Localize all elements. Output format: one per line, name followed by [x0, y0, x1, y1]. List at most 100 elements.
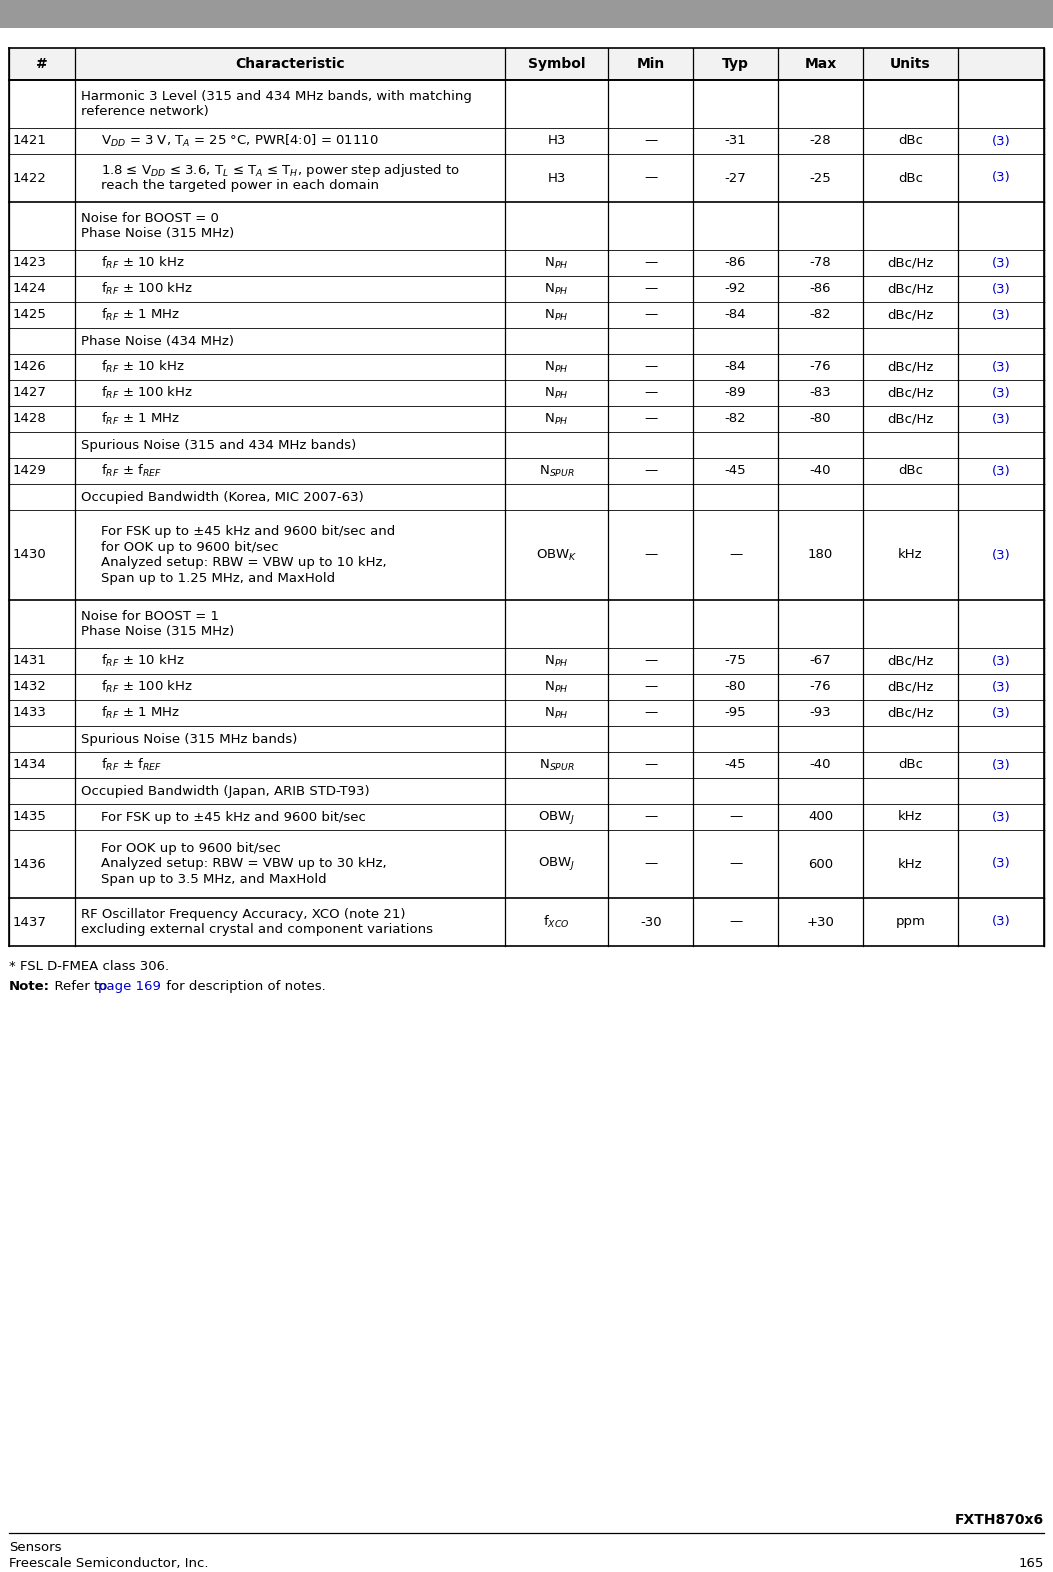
Text: (3): (3) [992, 464, 1011, 478]
Text: -67: -67 [810, 654, 831, 668]
Text: 1422: 1422 [13, 171, 47, 184]
Text: N$_{PH}$: N$_{PH}$ [544, 255, 569, 270]
Text: (3): (3) [992, 412, 1011, 426]
Text: -27: -27 [724, 171, 747, 184]
Text: (3): (3) [992, 811, 1011, 824]
Text: Spurious Noise (315 MHz bands): Spurious Noise (315 MHz bands) [81, 733, 298, 745]
Text: Characteristic: Characteristic [235, 57, 344, 71]
Text: f$_{RF}$ ± 1 MHz: f$_{RF}$ ± 1 MHz [101, 410, 180, 428]
Text: 1421: 1421 [13, 135, 47, 148]
Text: OBW$_J$: OBW$_J$ [538, 855, 575, 872]
Text: OBW$_J$: OBW$_J$ [538, 808, 575, 825]
Text: For FSK up to ±45 kHz and 9600 bit/sec and: For FSK up to ±45 kHz and 9600 bit/sec a… [101, 525, 396, 538]
Text: (3): (3) [992, 360, 1011, 374]
Text: (3): (3) [992, 549, 1011, 561]
Text: f$_{RF}$ ± 1 MHz: f$_{RF}$ ± 1 MHz [101, 307, 180, 324]
Text: dBc/Hz: dBc/Hz [888, 681, 934, 693]
Text: —: — [644, 759, 657, 772]
Text: 1426: 1426 [13, 360, 46, 374]
Text: OBW$_K$: OBW$_K$ [536, 547, 577, 563]
Text: Symbol: Symbol [528, 57, 585, 71]
Text: dBc/Hz: dBc/Hz [888, 387, 934, 399]
Text: -80: -80 [810, 412, 831, 426]
Text: kHz: kHz [898, 857, 922, 871]
Text: 165: 165 [1018, 1556, 1044, 1570]
Text: -76: -76 [810, 360, 831, 374]
Text: page 169: page 169 [98, 979, 161, 994]
Text: Max: Max [804, 57, 836, 71]
Text: -28: -28 [810, 135, 831, 148]
Text: (3): (3) [992, 135, 1011, 148]
Text: for OOK up to 9600 bit/sec: for OOK up to 9600 bit/sec [101, 541, 279, 553]
Text: H3: H3 [548, 171, 565, 184]
Text: -78: -78 [810, 256, 831, 269]
Text: +30: +30 [807, 915, 834, 929]
Text: Spurious Noise (315 and 434 MHz bands): Spurious Noise (315 and 434 MHz bands) [81, 439, 357, 451]
Text: -92: -92 [724, 283, 747, 296]
Text: 1425: 1425 [13, 308, 47, 322]
Text: kHz: kHz [898, 549, 922, 561]
Text: 1423: 1423 [13, 256, 47, 269]
Text: f$_{XCO}$: f$_{XCO}$ [543, 913, 570, 931]
Text: (3): (3) [992, 915, 1011, 929]
Text: —: — [644, 654, 657, 668]
Text: Note:: Note: [9, 979, 49, 994]
Text: 1430: 1430 [13, 549, 46, 561]
Text: Noise for BOOST = 0: Noise for BOOST = 0 [81, 212, 219, 225]
Text: 1435: 1435 [13, 811, 47, 824]
Text: Phase Noise (315 MHz): Phase Noise (315 MHz) [81, 228, 235, 241]
Text: dBc/Hz: dBc/Hz [888, 706, 934, 720]
Text: f$_{RF}$ ± f$_{REF}$: f$_{RF}$ ± f$_{REF}$ [101, 758, 162, 773]
Text: (3): (3) [992, 681, 1011, 693]
Text: (3): (3) [992, 857, 1011, 871]
Text: —: — [644, 464, 657, 478]
Text: Phase Noise (434 MHz): Phase Noise (434 MHz) [81, 335, 234, 347]
Text: -83: -83 [810, 387, 831, 399]
Text: 1429: 1429 [13, 464, 46, 478]
Text: Phase Noise (315 MHz): Phase Noise (315 MHz) [81, 626, 235, 638]
Text: -40: -40 [810, 464, 831, 478]
Text: (3): (3) [992, 256, 1011, 269]
Text: dBc/Hz: dBc/Hz [888, 283, 934, 296]
Text: -86: -86 [724, 256, 747, 269]
Text: -75: -75 [724, 654, 747, 668]
Text: Occupied Bandwidth (Korea, MIC 2007-63): Occupied Bandwidth (Korea, MIC 2007-63) [81, 490, 364, 503]
Text: -95: -95 [724, 706, 747, 720]
Text: N$_{PH}$: N$_{PH}$ [544, 412, 569, 426]
Text: —: — [644, 135, 657, 148]
Text: f$_{RF}$ ± 100 kHz: f$_{RF}$ ± 100 kHz [101, 679, 194, 695]
Text: RF Oscillator Frequency Accuracy, XCO (note 21): RF Oscillator Frequency Accuracy, XCO (n… [81, 907, 405, 921]
Text: (3): (3) [992, 387, 1011, 399]
Text: Refer to: Refer to [46, 979, 112, 994]
Text: N$_{PH}$: N$_{PH}$ [544, 679, 569, 695]
Text: N$_{PH}$: N$_{PH}$ [544, 360, 569, 374]
Text: -82: -82 [810, 308, 831, 322]
Text: reference network): reference network) [81, 105, 208, 118]
Text: excluding external crystal and component variations: excluding external crystal and component… [81, 923, 433, 937]
Text: -31: -31 [724, 135, 747, 148]
Text: —: — [644, 681, 657, 693]
Text: 1436: 1436 [13, 857, 46, 871]
Text: dBc/Hz: dBc/Hz [888, 308, 934, 322]
Text: 1424: 1424 [13, 283, 46, 296]
Text: 1433: 1433 [13, 706, 47, 720]
Text: kHz: kHz [898, 811, 922, 824]
Text: -25: -25 [810, 171, 831, 184]
Text: 1432: 1432 [13, 681, 47, 693]
Text: 1434: 1434 [13, 759, 46, 772]
Text: reach the targeted power in each domain: reach the targeted power in each domain [101, 179, 379, 192]
Text: Min: Min [637, 57, 664, 71]
Text: -40: -40 [810, 759, 831, 772]
Text: Typ: Typ [722, 57, 749, 71]
Text: dBc/Hz: dBc/Hz [888, 256, 934, 269]
Text: f$_{RF}$ ± 10 kHz: f$_{RF}$ ± 10 kHz [101, 255, 185, 270]
Text: N$_{PH}$: N$_{PH}$ [544, 281, 569, 297]
Bar [0, 0, 1053, 28]
Text: dBc: dBc [898, 464, 923, 478]
Text: N$_{PH}$: N$_{PH}$ [544, 706, 569, 720]
Text: Units: Units [890, 57, 931, 71]
Text: Span up to 1.25 MHz, and MaxHold: Span up to 1.25 MHz, and MaxHold [101, 572, 335, 585]
Text: N$_{SPUR}$: N$_{SPUR}$ [538, 758, 575, 772]
Text: For FSK up to ±45 kHz and 9600 bit/sec: For FSK up to ±45 kHz and 9600 bit/sec [101, 811, 366, 824]
Text: * FSL D-FMEA class 306.: * FSL D-FMEA class 306. [9, 960, 170, 973]
